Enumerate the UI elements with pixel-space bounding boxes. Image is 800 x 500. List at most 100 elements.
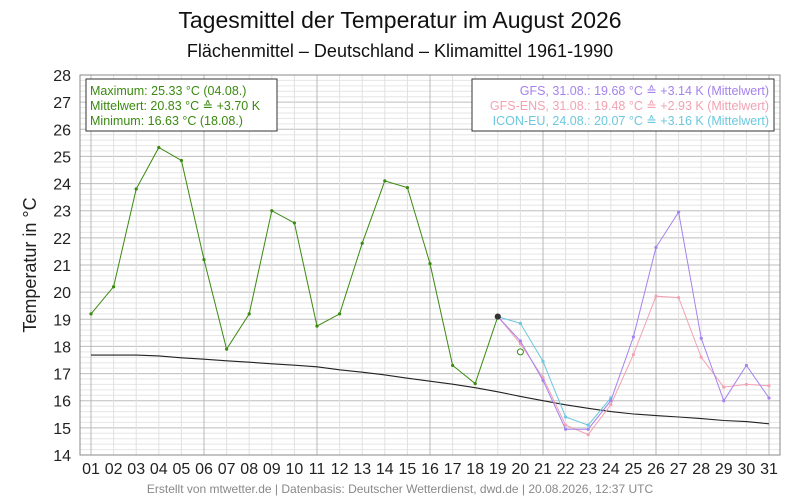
y-axis-label: Temperatur in °C [20,197,40,332]
series-line-climate [91,354,770,425]
y-tick-label: 20 [53,285,71,302]
y-tick-label: 15 [53,421,71,438]
x-tick-label: 08 [240,461,258,478]
x-tick-label: 30 [738,461,756,478]
data-point-gfs [677,210,681,214]
data-point-observed [428,262,432,266]
data-point-gfs_ens [609,403,613,407]
series-climate [91,354,770,425]
data-point-gfs [744,363,749,368]
data-point-gfs [631,335,636,339]
stats-box: Maximum: 25.33 °C (04.08.) Mittelwert: 2… [85,78,278,132]
data-point-gfs [564,427,568,431]
x-tick-label: 23 [579,461,597,478]
data-point-gfs_ens [654,294,658,298]
legend-gfs-ens: GFS-ENS, 31.08.: 19.48 °C ≙ +2.93 K (Mit… [490,99,769,113]
y-axis-ticks: 14 15 16 17 18 19 20 21 22 23 24 25 26 27 28 [53,68,71,465]
data-point-observed [405,186,409,190]
y-tick-label: 23 [53,204,71,221]
data-point-gfs_ens [631,352,636,357]
x-tick-label: 19 [489,461,507,478]
data-point-gfs_ens [564,423,568,427]
data-point-icon_eu [586,423,590,427]
y-tick-label: 18 [53,339,71,356]
data-point-observed [270,209,274,213]
x-tick-label: 15 [399,461,417,478]
x-tick-label: 22 [557,461,575,478]
data-point-gfs [699,336,703,340]
x-tick-label: 06 [195,461,213,478]
data-point-gfs [541,378,545,382]
data-point-observed [202,257,206,262]
y-tick-label: 24 [53,177,71,194]
y-tick-label: 26 [53,122,71,139]
x-axis-ticks: 01 02 03 04 05 06 07 08 09 10 11 12 13 14 15 16 17 18 19 20… [82,461,778,478]
x-tick-label: 11 [309,461,326,478]
data-point-observed [360,241,364,245]
y-tick-label: 22 [53,231,71,248]
data-point-gfs_ens [677,295,681,300]
x-tick-label: 20 [512,461,530,478]
x-tick-label: 10 [286,461,304,478]
x-tick-label: 04 [150,461,168,478]
chart-subtitle: Flächenmittel – Deutschland – Klimamitte… [187,41,613,61]
data-point-gfs_ens [586,433,590,437]
data-point-gfs [654,245,658,249]
data-point-observed [473,382,477,386]
data-point-icon_eu [541,359,545,363]
data-point-gfs [767,396,771,400]
data-point-gfs [609,399,613,403]
y-tick-label: 17 [53,367,71,384]
data-point-observed [247,312,251,316]
data-point-gfs_ens [722,385,726,389]
data-point-gfs [586,427,590,431]
y-tick-label: 16 [53,394,71,411]
series-icon_eu [496,314,613,427]
x-tick-label: 16 [421,461,439,478]
stats-box-frame [85,78,278,132]
x-tick-label: 01 [82,461,100,478]
x-tick-label: 13 [353,461,371,478]
data-point-observed [134,187,138,191]
y-tick-label: 14 [53,448,71,465]
data-point-observed [89,312,93,316]
data-point-observed [225,347,229,351]
x-tick-label: 12 [331,461,349,478]
data-point-observed [112,285,116,289]
stats-minimum: Minimum: 16.63 °C (18.08.) [90,114,243,128]
data-point-observed [383,179,387,183]
data-point-observed [292,221,296,225]
data-point-observed [157,145,161,150]
chart-title: Tagesmittel der Temperatur im August 202… [178,7,621,33]
data-point-gfs [518,339,523,343]
data-point-gfs_ens [699,355,703,359]
x-tick-label: 18 [466,461,484,478]
x-tick-label: 17 [444,461,462,478]
legend-icon-eu: ICON-EU, 24.08.: 20.07 °C ≙ +3.16 K (Mit… [493,114,769,128]
stats-maximum: Maximum: 25.33 °C (04.08.) [90,84,246,98]
model-legend: GFS, 31.08.: 19.68 °C ≙ +3.14 K (Mittelw… [471,78,775,132]
stats-mean: Mittelwert: 20.83 °C ≙ +3.70 K [90,99,261,113]
x-tick-label: 09 [263,461,281,478]
x-tick-label: 26 [647,461,665,478]
data-point-gfs [722,399,726,403]
legend-gfs: GFS, 31.08.: 19.68 °C ≙ +3.14 K (Mittelw… [520,84,769,98]
x-tick-label: 28 [692,461,710,478]
series [89,145,771,437]
model-legend-frame [471,78,775,132]
data-point-gfs_ens [744,382,749,387]
x-tick-label: 27 [670,461,688,478]
series-gfs_ens [496,294,771,437]
data-point-observed [338,312,342,316]
x-tick-label: 21 [534,461,552,478]
chart-footer: Erstellt von mtwetter.de | Datenbasis: D… [147,482,654,496]
x-tick-label: 05 [173,461,191,478]
series-gfs [496,210,771,431]
y-tick-label: 28 [53,68,71,85]
data-point-icon_eu [518,321,523,325]
y-tick-label: 27 [53,95,71,112]
x-tick-label: 14 [376,461,394,478]
x-tick-label: 25 [625,461,643,478]
x-tick-label: 31 [760,461,778,478]
